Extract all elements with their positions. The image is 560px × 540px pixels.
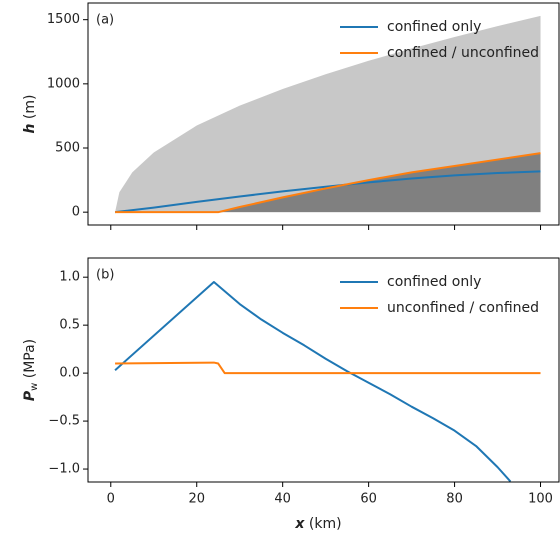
line xyxy=(115,361,541,375)
y-tick-label: 500 xyxy=(55,141,80,156)
x-tick-label: 80 xyxy=(446,492,463,507)
x-label-unit: (km) xyxy=(309,516,342,532)
legend-label: confined / unconfined xyxy=(387,45,539,61)
y-label-subscript: w xyxy=(29,383,40,391)
y-axis-label: Pw (MPa) xyxy=(22,339,40,401)
y-tick-label: 1500 xyxy=(47,12,80,27)
y-label-unit: (MPa) xyxy=(22,339,38,378)
x-label-symbol: x xyxy=(294,516,305,532)
legend-label: confined only xyxy=(387,274,481,290)
panel-label: (b) xyxy=(96,268,114,283)
y-label-symbol: h xyxy=(22,123,38,133)
x-tick-label: 20 xyxy=(188,492,205,507)
panel-label: (a) xyxy=(96,13,114,28)
line xyxy=(115,152,541,214)
axes-frame xyxy=(87,2,560,226)
area xyxy=(115,153,541,213)
plot-area xyxy=(114,15,541,214)
plot-area xyxy=(114,280,541,482)
y-axis-label: h (m) xyxy=(22,95,38,134)
x-tick-label: 0 xyxy=(107,492,115,507)
legend-label: confined only xyxy=(387,19,481,35)
y-tick-label: −1.0 xyxy=(48,462,80,477)
y-tick-label: 1000 xyxy=(47,76,80,91)
y-tick-label: 1.0 xyxy=(59,270,80,285)
axes-frame xyxy=(87,257,560,483)
x-tick-label: 100 xyxy=(528,492,553,507)
legend-label: unconfined / confined xyxy=(387,300,539,316)
line xyxy=(114,280,512,482)
line xyxy=(114,170,541,214)
y-tick-label: 0.0 xyxy=(59,366,80,381)
x-tick-label: 40 xyxy=(274,492,291,507)
x-tick-label: 60 xyxy=(360,492,377,507)
x-axis-label: x (km) xyxy=(294,516,341,532)
y-label-unit: (m) xyxy=(22,95,38,120)
y-tick-label: −0.5 xyxy=(48,414,80,429)
y-tick-label: 0 xyxy=(72,205,80,220)
y-label-symbol: P xyxy=(22,390,38,401)
y-tick-label: 0.5 xyxy=(59,318,80,333)
area xyxy=(115,15,541,213)
